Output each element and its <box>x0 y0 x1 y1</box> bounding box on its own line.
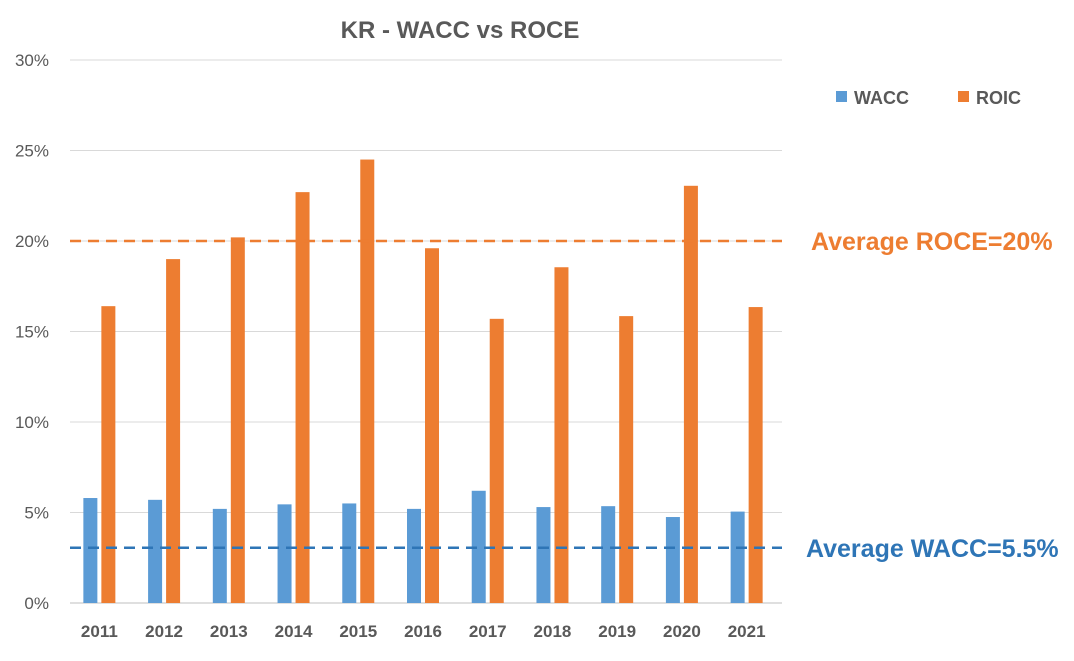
x-axis-ticks: 2011 2012 2013 2014 2015 2016 2017 2018 2019 2020… <box>81 622 766 641</box>
y-tick-label: 15% <box>15 323 49 342</box>
bar-roic-2011 <box>101 306 116 603</box>
legend-label-wacc: WACC <box>854 88 909 108</box>
legend-swatch-wacc <box>836 91 847 102</box>
bar-roic-2014 <box>295 192 310 603</box>
legend-label-roic: ROIC <box>976 88 1021 108</box>
y-axis-ticks: 0% 5% 10% 15% 20% 25% 30% <box>15 51 49 613</box>
bar-roic-2016 <box>425 248 439 604</box>
legend-swatch-roic <box>958 91 969 102</box>
x-tick-label: 2018 <box>534 622 572 641</box>
bar-wacc-2014 <box>277 504 292 603</box>
bars <box>83 159 763 604</box>
bar-roic-2021 <box>748 307 763 603</box>
bar-wacc-2018 <box>536 507 551 603</box>
bar-wacc-2020 <box>665 517 680 603</box>
x-tick-label: 2021 <box>728 622 766 641</box>
y-tick-label: 10% <box>15 413 49 432</box>
y-tick-label: 25% <box>15 142 49 161</box>
bar-wacc-2013 <box>212 508 227 603</box>
bar-wacc-2011 <box>83 498 98 603</box>
legend: WACC ROIC <box>836 88 1021 108</box>
bar-roic-2012 <box>166 259 181 603</box>
x-tick-label: 2016 <box>404 622 442 641</box>
bar-roic-2015 <box>360 159 375 604</box>
x-tick-label: 2017 <box>469 622 507 641</box>
reference-lines: Average ROCE=20% Average WACC=5.5% <box>70 228 1059 563</box>
bar-roic-2020 <box>683 185 698 604</box>
x-tick-label: 2015 <box>339 622 377 641</box>
bar-wacc-2016 <box>407 508 421 603</box>
bar-wacc-2017 <box>471 490 486 603</box>
y-tick-label: 20% <box>15 232 49 251</box>
bar-wacc-2015 <box>342 503 357 603</box>
bar-roic-2018 <box>554 267 569 603</box>
x-tick-label: 2012 <box>145 622 183 641</box>
bar-roic-2017 <box>489 318 504 603</box>
x-tick-label: 2019 <box>598 622 636 641</box>
avg-roce-label: Average ROCE=20% <box>811 228 1053 256</box>
x-tick-label: 2013 <box>210 622 248 641</box>
y-tick-label: 5% <box>24 504 49 523</box>
x-tick-label: 2011 <box>81 622 118 641</box>
avg-wacc-label: Average WACC=5.5% <box>806 535 1059 563</box>
chart-title: KR - WACC vs ROCE <box>341 17 580 44</box>
bar-roic-2013 <box>230 237 245 603</box>
y-tick-label: 30% <box>15 51 49 70</box>
bar-wacc-2012 <box>148 499 163 603</box>
y-tick-label: 0% <box>24 594 49 613</box>
bar-wacc-2019 <box>601 506 616 603</box>
bar-wacc-2021 <box>730 511 745 603</box>
x-tick-label: 2020 <box>663 622 701 641</box>
bar-roic-2019 <box>619 316 634 603</box>
x-tick-label: 2014 <box>275 622 313 641</box>
